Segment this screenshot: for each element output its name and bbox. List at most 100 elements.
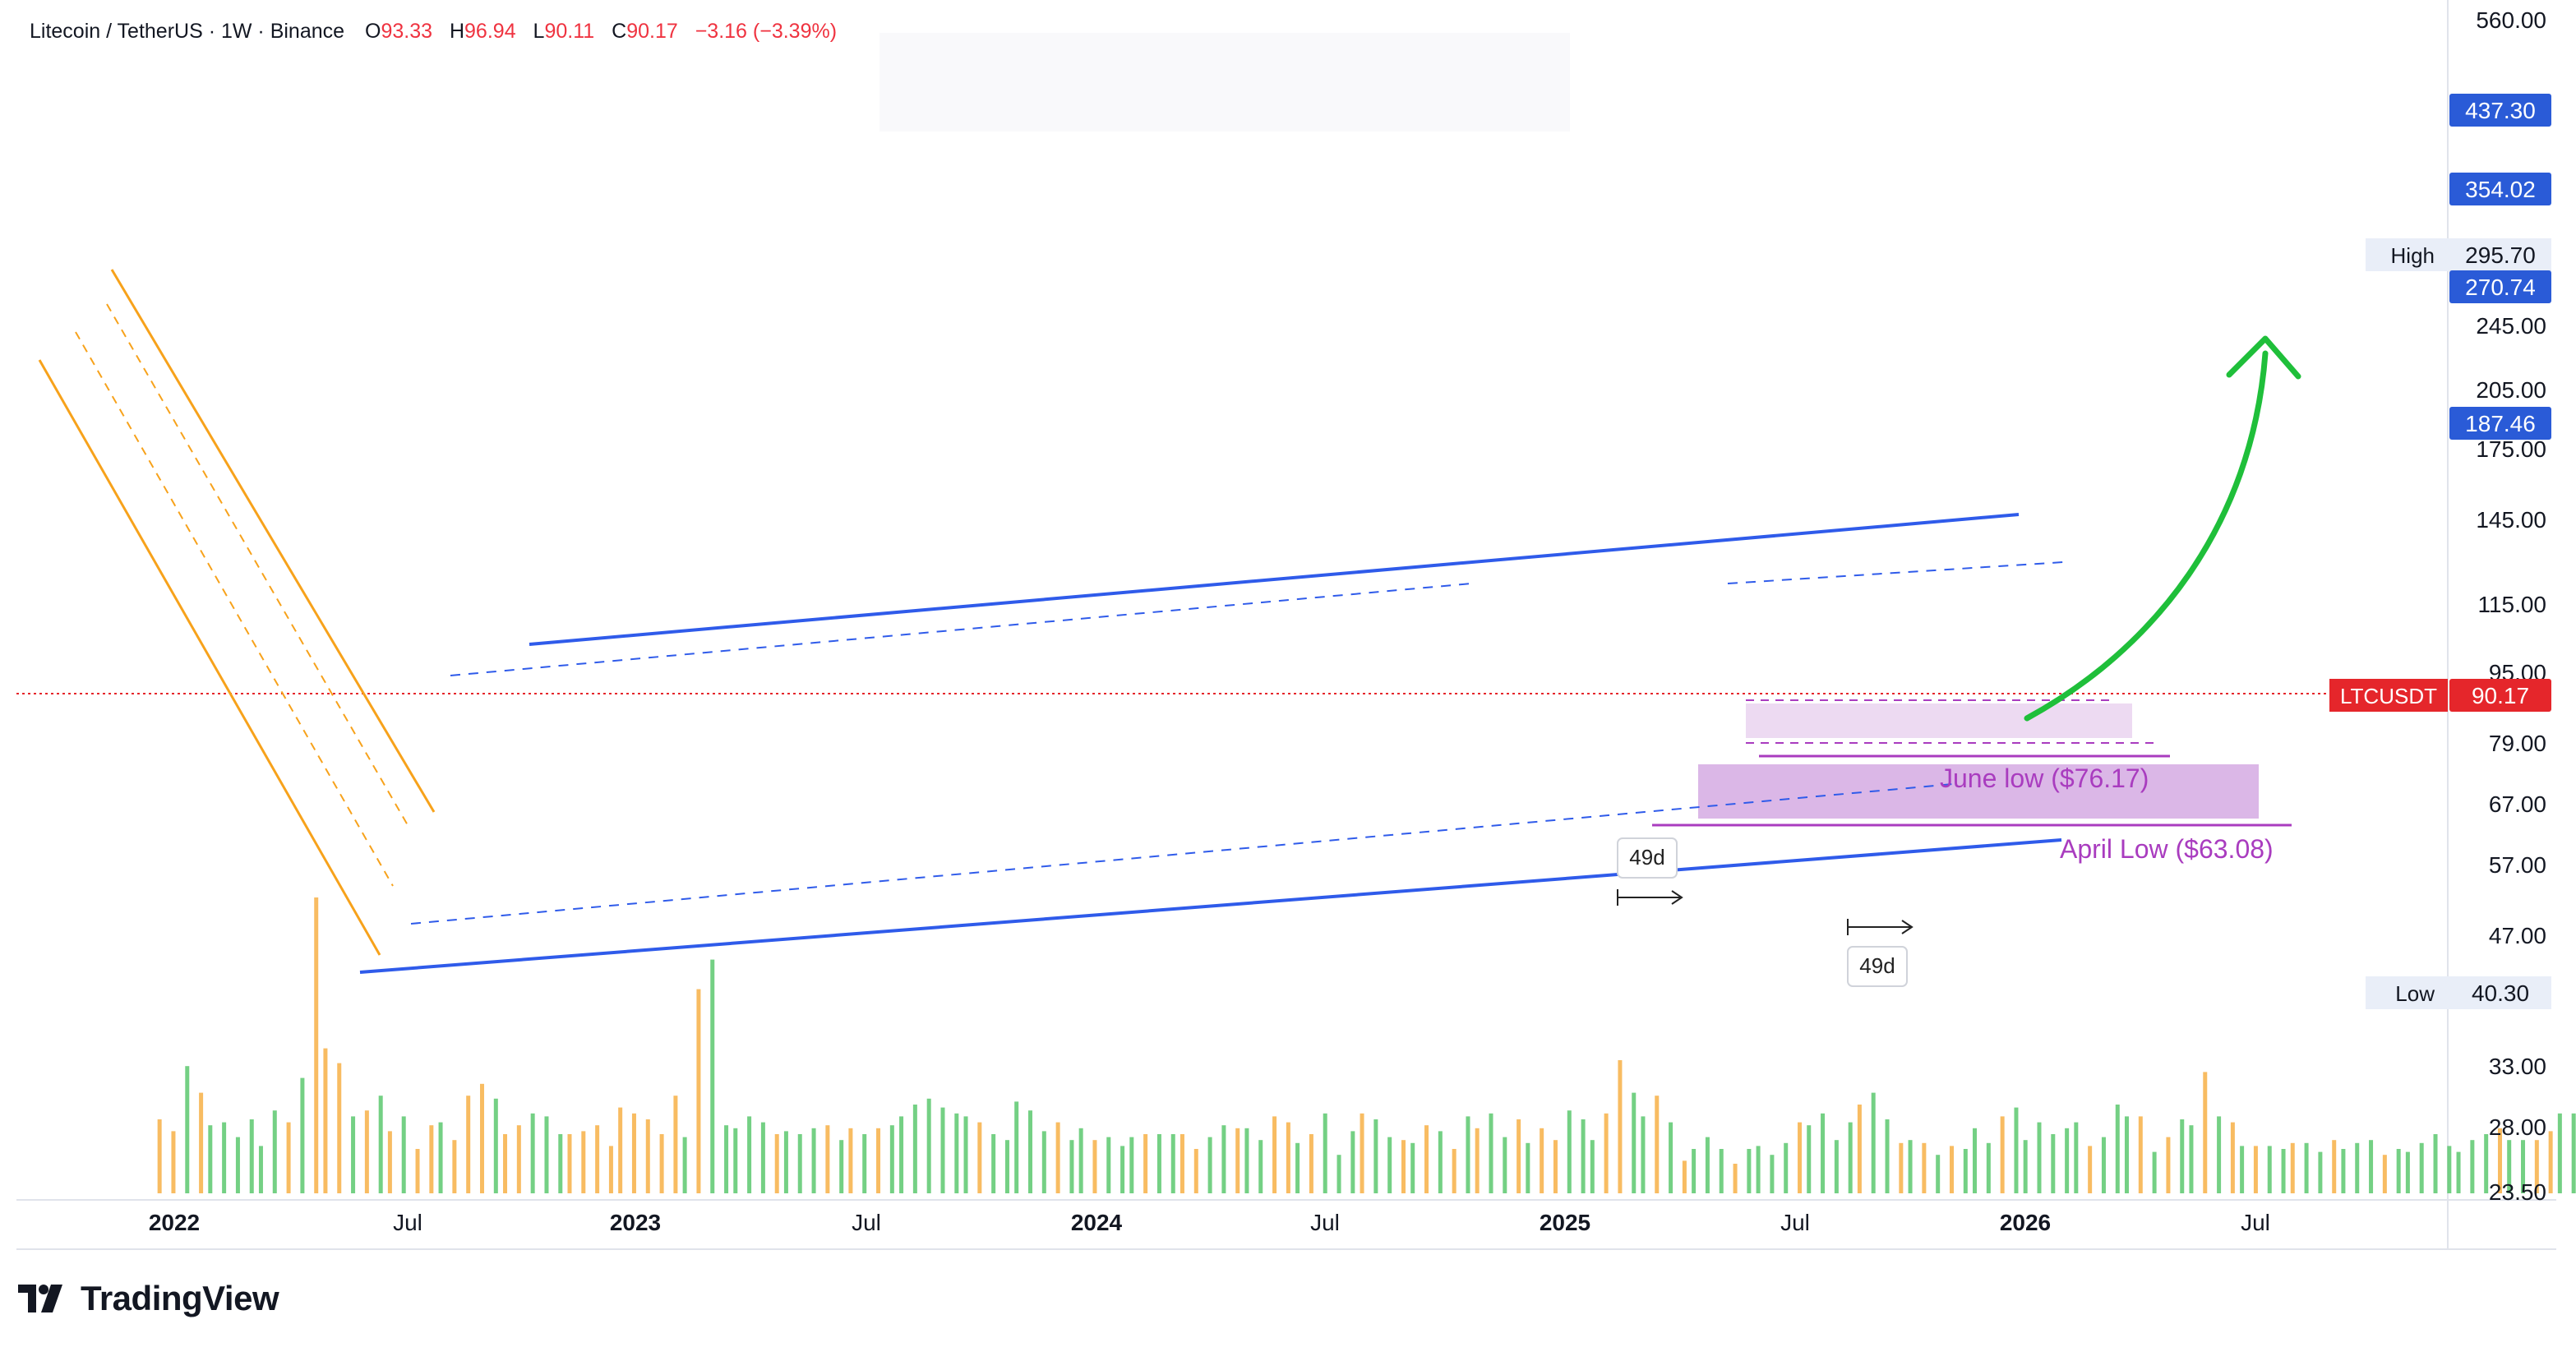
x-tick-label-7: Jul bbox=[1780, 1210, 1810, 1235]
volume-bar bbox=[1309, 1134, 1313, 1193]
volume-bar bbox=[797, 1134, 802, 1193]
volume-bar bbox=[1360, 1113, 1364, 1193]
y-tick-label-5: 115.00 bbox=[2477, 592, 2546, 617]
y-tick-label-13: 23.50 bbox=[2489, 1179, 2546, 1205]
volume-bar bbox=[1553, 1140, 1558, 1193]
volume-bar bbox=[272, 1110, 277, 1193]
volume-bar bbox=[2405, 1151, 2410, 1193]
volume-bar bbox=[1410, 1142, 1415, 1193]
volume-bar bbox=[258, 1146, 263, 1193]
volume-bar bbox=[2396, 1149, 2401, 1193]
volume-bar bbox=[862, 1134, 867, 1193]
volume-bar bbox=[2115, 1105, 2120, 1193]
volume-bar bbox=[1986, 1142, 1991, 1193]
volume-bar bbox=[2065, 1128, 2070, 1193]
volume-bar bbox=[1069, 1140, 1074, 1193]
volume-bar bbox=[1885, 1119, 1890, 1193]
volume-bar bbox=[466, 1096, 471, 1193]
volume-bar bbox=[1272, 1116, 1277, 1193]
volume-bar bbox=[1438, 1131, 1443, 1193]
price-label-bg-1 bbox=[2449, 173, 2551, 205]
volume-bar bbox=[954, 1113, 959, 1193]
volume-bar bbox=[1258, 1140, 1263, 1193]
high-label: H bbox=[450, 20, 464, 43]
june-low-zone bbox=[1698, 764, 2259, 819]
volume-bar bbox=[1682, 1160, 1687, 1193]
orange-channel-upper bbox=[110, 269, 436, 813]
volume-bar bbox=[2051, 1134, 2056, 1193]
y-tick-label-7: 79.00 bbox=[2489, 731, 2546, 756]
volume-bar bbox=[1604, 1113, 1609, 1193]
tradingview-wordmark: TradingView bbox=[81, 1279, 279, 1317]
volume-bar bbox=[1770, 1155, 1775, 1193]
volume-bar bbox=[2074, 1122, 2079, 1193]
volume-bar bbox=[2484, 1134, 2489, 1193]
volume-bar bbox=[876, 1128, 881, 1193]
volume-bar bbox=[1170, 1134, 1175, 1193]
volume-bar bbox=[2369, 1140, 2374, 1193]
volume-bar bbox=[2557, 1113, 2562, 1193]
symbol-legend[interactable]: Litecoin / TetherUS · 1W · Binance O93.3… bbox=[30, 20, 837, 43]
volume-bar bbox=[1807, 1125, 1812, 1193]
volume-bar bbox=[710, 959, 715, 1193]
volume-bar bbox=[1336, 1155, 1341, 1193]
volume-bar bbox=[323, 1048, 328, 1193]
price-tag-bg-5 bbox=[2329, 679, 2448, 712]
volume-bar bbox=[1193, 1149, 1198, 1193]
y-tick-label-12: 28.00 bbox=[2489, 1114, 2546, 1140]
volume-bar bbox=[1244, 1128, 1249, 1193]
volume-bar bbox=[1503, 1137, 1507, 1193]
volume-bar bbox=[682, 1137, 687, 1193]
volume-bar bbox=[760, 1122, 765, 1193]
volume-bar bbox=[940, 1107, 945, 1193]
volume-bar bbox=[1143, 1134, 1148, 1193]
volume-bar bbox=[249, 1119, 254, 1193]
volume-bar bbox=[1949, 1146, 1954, 1193]
x-tick-label-0: 2022 bbox=[149, 1210, 200, 1235]
volume-bar bbox=[1387, 1137, 1392, 1193]
open-label: O bbox=[365, 20, 381, 43]
volume-bar bbox=[2088, 1146, 2093, 1193]
price-label-bg-2 bbox=[2366, 238, 2551, 271]
volume-bar bbox=[1235, 1128, 1240, 1193]
volume-bar bbox=[1705, 1137, 1710, 1193]
time-axis[interactable]: 2022 Jul 2023 Jul 2024 Jul 2025 Jul 2026 Jul bbox=[149, 1210, 2270, 1235]
volume-bar bbox=[2014, 1107, 2019, 1193]
price-label-bg-0 bbox=[2449, 94, 2551, 127]
volume-bar bbox=[1207, 1137, 1212, 1193]
volume-bar bbox=[2382, 1155, 2387, 1193]
duration-marker-1: 49d bbox=[1617, 837, 1683, 906]
volume-bar bbox=[1963, 1149, 1968, 1193]
volume-bar bbox=[1692, 1149, 1697, 1193]
volume-bar bbox=[1848, 1122, 1853, 1193]
volume-bar bbox=[1120, 1146, 1125, 1193]
volume-bar bbox=[314, 897, 319, 1193]
volume-bar bbox=[2281, 1149, 2286, 1193]
price-label-0: 437.30 bbox=[2465, 98, 2536, 123]
volume-bar bbox=[899, 1116, 904, 1193]
duration-marker-2: 49d bbox=[1847, 919, 1914, 987]
volume-bar bbox=[1871, 1092, 1876, 1193]
volume-bar bbox=[1106, 1137, 1111, 1193]
volume-bar bbox=[286, 1122, 291, 1193]
volume-bar bbox=[503, 1134, 508, 1193]
volume-bar bbox=[1295, 1142, 1300, 1193]
volume-bar bbox=[208, 1125, 213, 1193]
volume-bar bbox=[1526, 1142, 1530, 1193]
volume-bar bbox=[2470, 1140, 2475, 1193]
tradingview-brand[interactable]: TradingView bbox=[18, 1275, 279, 1322]
volume-bar bbox=[480, 1083, 484, 1193]
volume-bar bbox=[673, 1096, 678, 1193]
orange-channel-dash-1 bbox=[106, 303, 409, 826]
volume-bar bbox=[235, 1137, 240, 1193]
high-value: 96.94 bbox=[464, 20, 516, 43]
volume-bar bbox=[783, 1131, 788, 1193]
volume-bar bbox=[1055, 1122, 1060, 1193]
y-tick-label-8: 67.00 bbox=[2489, 791, 2546, 817]
volume-bar bbox=[2419, 1142, 2424, 1193]
volume-bar bbox=[2240, 1146, 2245, 1193]
price-axis[interactable]: 560.00245.00205.00175.00145.00115.0095.0… bbox=[2476, 7, 2546, 1205]
volume-bar bbox=[747, 1116, 752, 1193]
volume-bar bbox=[2534, 1140, 2539, 1193]
